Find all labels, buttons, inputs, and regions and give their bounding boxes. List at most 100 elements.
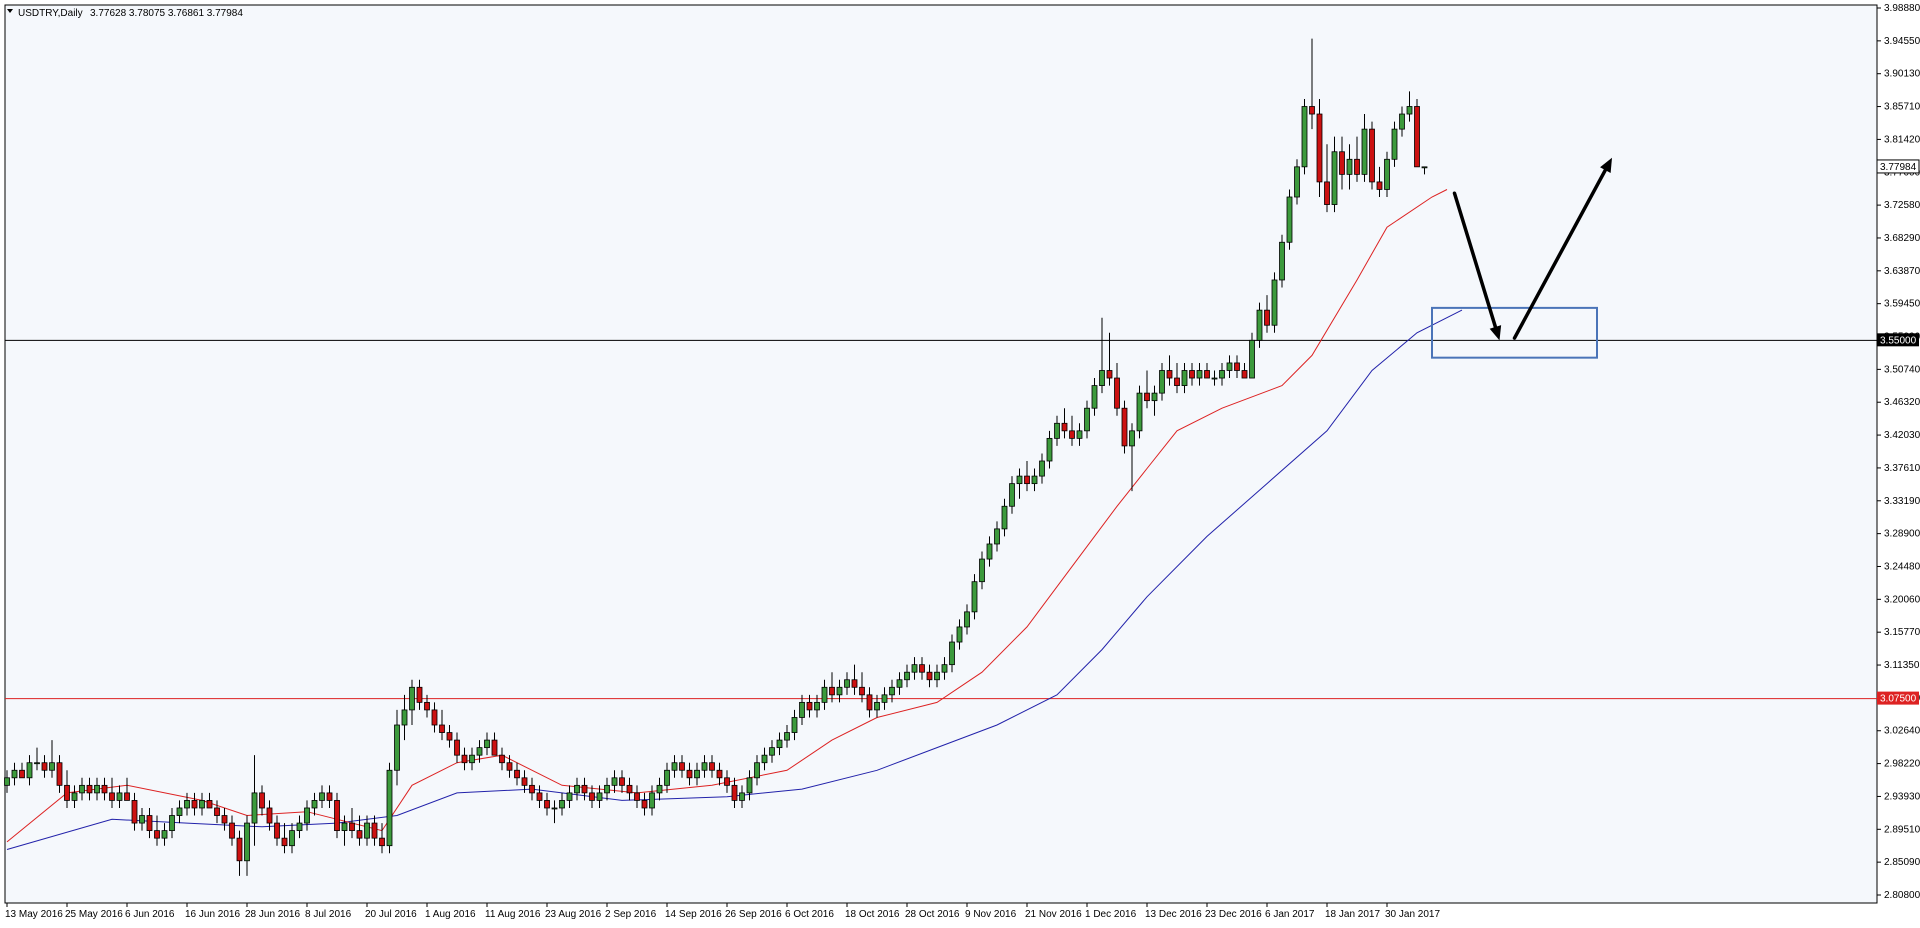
candle [1376,166,1383,198]
candle-body [499,754,505,764]
candle [551,800,558,824]
plot-area[interactable] [4,4,1878,904]
candle-body [536,792,543,801]
candle [604,777,610,801]
candle-body [716,769,723,779]
x-tick-label: 23 Aug 2016 [545,909,602,920]
candle-body [431,709,438,726]
current-price-tag [1876,159,1920,174]
candle-body [701,762,708,771]
x-tick-label: 28 Jun 2016 [245,909,300,920]
candle-body [1039,460,1045,477]
candle [266,800,273,831]
candle-body [1091,385,1098,409]
candle-body [1114,377,1120,409]
candle [1331,136,1338,213]
candle [934,664,940,688]
candle-body [116,792,123,801]
candle [1129,423,1135,492]
candle-body [379,837,385,847]
candle [4,770,10,793]
candle [731,777,738,808]
candle [41,755,48,778]
x-tick-label: 30 Jan 2017 [1385,909,1440,920]
candle-body [334,800,340,832]
candle-body [1046,437,1053,462]
y-tick-label: 3.24480 [1884,561,1920,572]
candle-body [146,815,153,832]
candle-body [356,830,363,839]
candle [941,657,948,680]
x-tick-label: 11 Aug 2016 [485,909,541,920]
candle [656,777,663,801]
candle [1406,91,1413,122]
candle [559,792,565,816]
candle-body [1264,309,1270,326]
y-tick-label: 2.80800 [1884,890,1920,901]
candle [349,807,355,839]
y-tick-label: 3.50740 [1884,364,1920,375]
ma-fast-line [6,189,1448,843]
candle-body [641,800,648,809]
candle-body [1106,370,1113,379]
x-tick-label: 16 Jun 2016 [185,909,240,920]
candle-body [229,822,235,839]
candle [926,664,933,688]
candle [131,792,138,831]
candle [206,792,213,809]
candle-body [386,769,393,847]
candle [109,777,115,808]
candle-body [1054,422,1060,439]
candle [484,732,490,756]
candle-body [214,807,220,816]
candle [1046,430,1053,469]
candle-body [656,784,663,794]
time-axis: 13 May 2016 25 May 2016 6 Jun 2016 16 Jun 2… [5,903,1440,920]
price-tag [1877,333,1919,347]
candle-body [169,815,175,832]
candle-body [544,800,550,809]
candle-body [626,784,633,794]
candle [514,762,520,786]
candle [1136,385,1143,439]
candle-body [349,822,355,832]
candle-body [1136,392,1143,432]
candle [544,792,550,816]
candle [1226,355,1233,379]
candle [821,679,828,710]
candle-body [184,800,190,809]
candle-body [1376,181,1383,190]
candle [1279,234,1285,288]
candle-body [1399,113,1405,130]
candle-body [1286,196,1293,243]
dropdown-triangle-icon[interactable] [7,9,13,13]
y-tick-label: 2.85090 [1884,857,1920,868]
candle [469,747,475,771]
candle [904,664,910,688]
candle-body [266,807,273,824]
candle-body [64,784,70,801]
candle [34,747,40,771]
candle [296,815,303,839]
y-tick-label: 3.46320 [1884,397,1920,408]
candle-body [109,792,115,801]
candle [784,725,790,748]
candle-body [979,558,985,583]
candle-body [1346,158,1353,175]
candle-body [1076,430,1083,439]
candle-body [1256,309,1263,341]
y-tick-label: 3.33190 [1884,496,1920,507]
x-tick-label: 26 Sep 2016 [725,909,782,920]
candle [536,785,543,808]
candle-body [1204,370,1210,379]
y-tick-label: 3.11350 [1884,660,1920,671]
candle-body [409,686,415,711]
candle [86,777,93,801]
candle-body [896,679,903,688]
candle-body [1324,181,1330,205]
candle [274,815,280,846]
candle-body [1301,106,1308,168]
candle [589,785,595,808]
x-tick-label: 21 Nov 2016 [1025,909,1082,920]
